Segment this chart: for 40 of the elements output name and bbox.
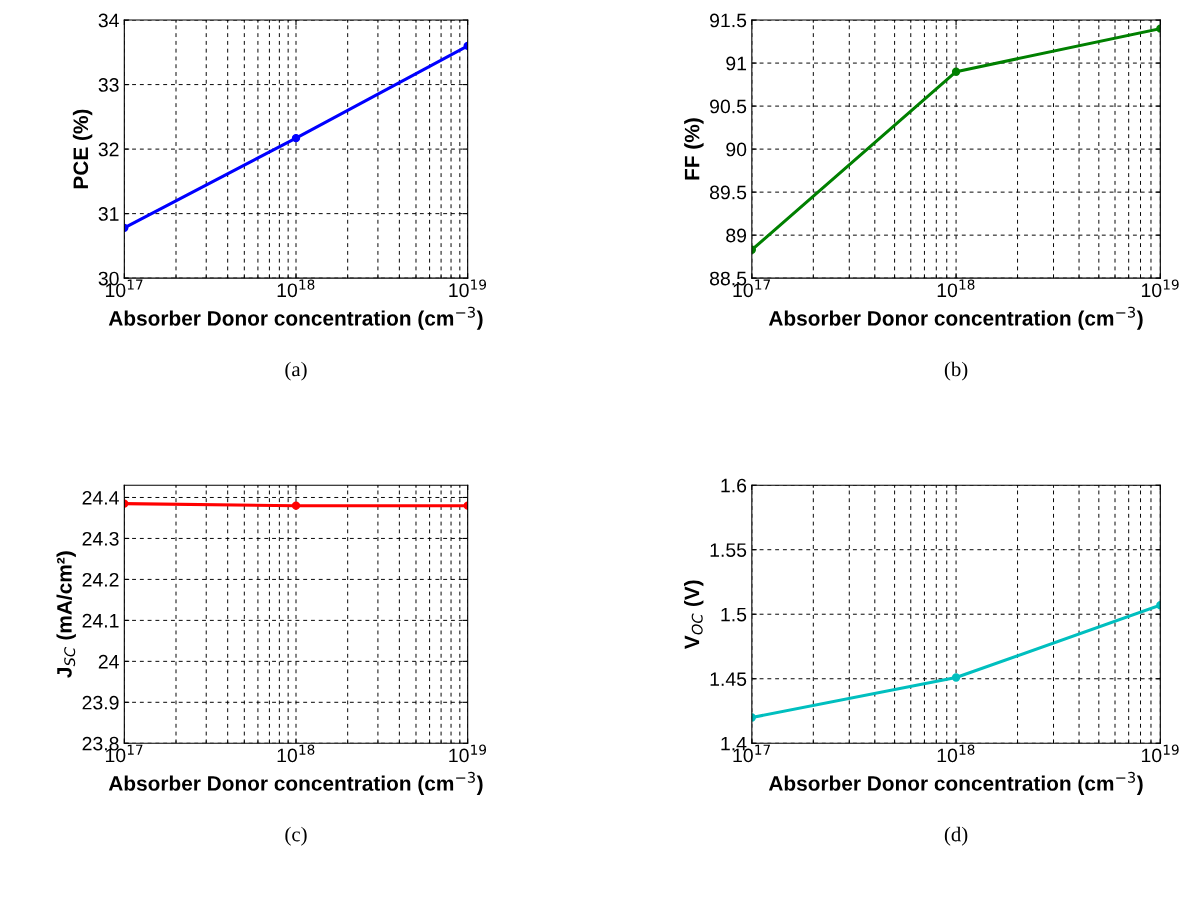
y-tick-label: 24.3 bbox=[82, 531, 119, 546]
y-tick-label: 32 bbox=[98, 142, 119, 157]
y-tick-label: 1.45 bbox=[710, 672, 747, 686]
text: (c) bbox=[285, 826, 307, 846]
y-axis-title: FF (%) bbox=[684, 118, 704, 180]
y-tick-label: 24.4 bbox=[82, 490, 119, 505]
y-tick-label: 1.6 bbox=[721, 478, 747, 493]
x-axis-title: Absorber Donor concentration (cm$^{−3}$) bbox=[768, 306, 1143, 330]
x-tick-label: 10$^{19}$ bbox=[1141, 744, 1179, 763]
x-axis-title: Absorber Donor concentration (cm$^{−3}$) bbox=[108, 771, 483, 795]
y-axis-title: J$_{SC}$ (mA/cm²) bbox=[56, 551, 76, 678]
y-tick-label: 91.5 bbox=[710, 13, 747, 28]
y-tick-label: 23.9 bbox=[82, 695, 119, 710]
x-tick-label: 10$^{19}$ bbox=[1141, 279, 1179, 298]
y-tick-label: 91 bbox=[726, 56, 747, 71]
y-tick-label: 89 bbox=[726, 228, 747, 243]
y-tick-label: 90 bbox=[726, 142, 747, 157]
x-tick-label: 10$^{19}$ bbox=[449, 744, 487, 763]
x-tick-label: 10$^{18}$ bbox=[277, 744, 315, 763]
y-tick-label: 34 bbox=[98, 13, 119, 28]
x-tick-label: 10$^{19}$ bbox=[449, 279, 487, 298]
y-tick-label: 1.55 bbox=[710, 543, 747, 557]
x-tick-label: 10$^{18}$ bbox=[277, 279, 315, 298]
y-tick-label: 1.5 bbox=[721, 607, 747, 622]
x-axis-title: Absorber Donor concentration (cm$^{−3}$) bbox=[768, 771, 1143, 795]
x-tick-label: 10$^{18}$ bbox=[937, 279, 975, 298]
text: (a) bbox=[285, 361, 307, 381]
y-tick-label: 90.5 bbox=[710, 99, 747, 114]
y-tick-label: 33 bbox=[98, 78, 119, 92]
y-axis-title: V$_{OC}$ (V) bbox=[684, 580, 704, 650]
x-tick-label: 10$^{18}$ bbox=[937, 744, 975, 763]
text: (b) bbox=[944, 361, 968, 381]
x-axis-title: Absorber Donor concentration (cm$^{−3}$) bbox=[108, 306, 483, 330]
y-tick-label: 24.1 bbox=[82, 613, 119, 628]
y-tick-label: 24 bbox=[98, 654, 119, 669]
y-tick-label: 24.2 bbox=[82, 572, 119, 587]
y-axis-title: PCE (%) bbox=[72, 109, 93, 189]
y-tick-label: 89.5 bbox=[709, 185, 747, 200]
text: (d) bbox=[944, 826, 968, 846]
y-tick-label: 31 bbox=[98, 207, 119, 221]
